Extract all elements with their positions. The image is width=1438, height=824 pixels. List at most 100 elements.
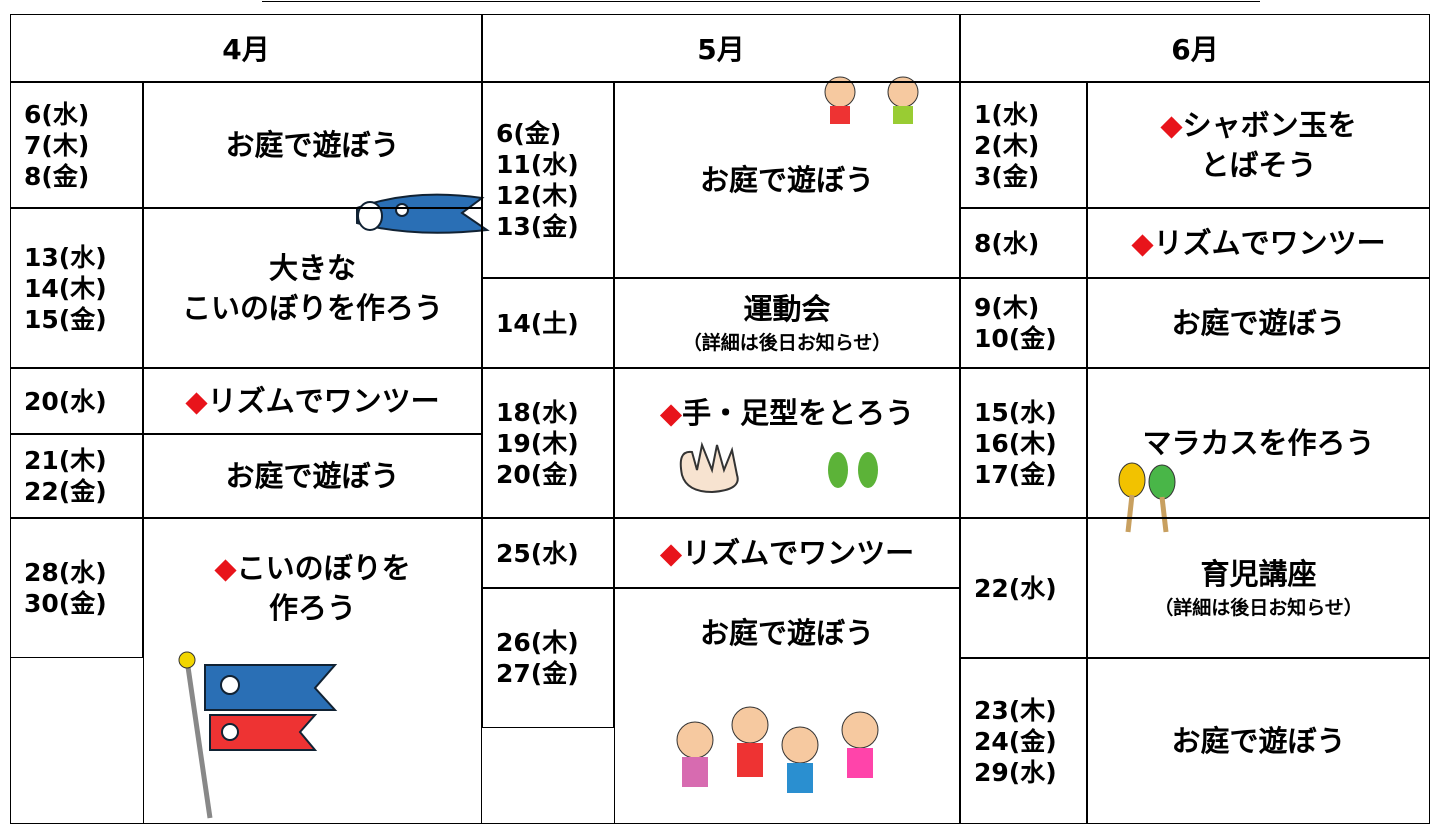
date-cell — [482, 588, 614, 728]
date-list: 8(水) — [960, 208, 1087, 278]
activity-line: ◆リズムでワンツー — [660, 533, 914, 573]
date-list: 14(土) — [482, 278, 614, 368]
activity-text: お庭で遊ぼう — [699, 163, 874, 197]
activity-text: 運動会 — [743, 292, 831, 326]
date-list: 1(水) 2(木) 3(金) — [960, 82, 1087, 208]
activity: ◆こいのぼりを 作ろう — [143, 518, 482, 658]
marker: ◆ — [1131, 226, 1154, 260]
activity: ◆リズムでワンツー — [143, 368, 482, 434]
date: 3(金) — [974, 161, 1040, 191]
activity-line: ◆シャボン玉を — [1160, 105, 1356, 145]
date: 18(水) — [496, 397, 579, 427]
children-running — [824, 76, 919, 124]
activity-text: お庭で遊ぼう — [699, 616, 874, 650]
activity-cell — [143, 82, 482, 208]
marker: ◆ — [214, 551, 237, 585]
date: 14(土) — [496, 308, 579, 338]
date-cell — [482, 368, 614, 518]
date-cell — [482, 278, 614, 368]
activity-note: （詳細は後日お知らせ） — [1154, 597, 1363, 619]
activity-text: シャボン玉を — [1182, 108, 1357, 142]
date: 14(木) — [24, 273, 107, 303]
activity-line: 育児講座 — [1200, 554, 1316, 594]
marker: ◆ — [185, 384, 208, 418]
activity-cell — [614, 368, 960, 518]
date: 2(木) — [974, 130, 1040, 160]
activity-cell — [1087, 518, 1430, 658]
date: 29(水) — [974, 757, 1057, 787]
month-name: 6月 — [1171, 33, 1219, 66]
activity-text: リズムでワンツー — [682, 536, 915, 570]
date: 7(木) — [24, 130, 90, 160]
activity-line: お庭で遊ぼう — [700, 160, 874, 200]
activity: ◆シャボン玉を とばそう — [1087, 82, 1430, 208]
date-cell — [10, 208, 143, 368]
date: 12(木) — [496, 181, 579, 210]
date-list: 6(水) 7(木) 8(金) — [10, 82, 143, 208]
maracas — [1118, 462, 1176, 533]
activity-text: お庭で遊ぼう — [1171, 724, 1346, 758]
activity-line: こいのぼりを作ろう — [182, 288, 443, 328]
month-header: 6月 — [960, 14, 1430, 82]
date: 1(水) — [974, 99, 1040, 129]
activity-note: （詳細は後日お知らせ） — [682, 332, 892, 354]
date: 8(水) — [974, 228, 1040, 258]
activity-text: こいのぼりを作ろう — [181, 291, 443, 325]
activity-cell — [143, 434, 482, 518]
activity-text: とばそう — [1200, 148, 1317, 182]
activity-text: お庭で遊ぼう — [225, 459, 400, 493]
date: 20(金) — [496, 459, 579, 489]
activity: ◆リズムでワンツー — [1087, 208, 1430, 278]
date: 30(金) — [24, 589, 107, 618]
activity-text: 手・足型をとろう — [682, 396, 915, 430]
date-cell — [10, 434, 143, 518]
activity-cell — [614, 278, 960, 368]
date: 20(水) — [24, 386, 107, 416]
date-cell — [482, 518, 614, 588]
activity-cell — [143, 208, 482, 368]
activity-line: お庭で遊ぼう — [700, 613, 874, 653]
activity-line: とばそう — [1200, 145, 1316, 185]
date: 8(金) — [24, 161, 90, 191]
activity-line: ◆リズムでワンツー — [1131, 223, 1385, 263]
date: 13(水) — [24, 242, 107, 272]
date: 10(金) — [974, 324, 1057, 353]
date-list: 6(金) 11(水) 12(木) 13(金) — [482, 82, 614, 278]
date: 26(木) — [496, 628, 579, 657]
activity-text: 大きな — [268, 251, 356, 285]
date: 11(水) — [496, 150, 579, 179]
activity: マラカスを作ろう — [1087, 368, 1430, 518]
date-list: 18(水) 19(木) 20(金) — [482, 368, 614, 518]
koinobori — [178, 651, 338, 819]
top-rule — [262, 1, 1260, 2]
activity: 運動会 （詳細は後日お知らせ） — [614, 278, 960, 368]
activity: お庭で遊ぼう — [614, 82, 960, 278]
date: 21(木) — [24, 446, 107, 475]
date: 23(木) — [974, 695, 1057, 725]
date: 24(金) — [974, 726, 1057, 756]
activity-line: マラカスを作ろう — [1142, 423, 1374, 463]
activity: お庭で遊ぼう — [143, 82, 482, 208]
marker: ◆ — [659, 396, 683, 430]
activity-text: リズムでワンツー — [1153, 226, 1386, 260]
activity-line: お庭で遊ぼう — [1171, 303, 1345, 343]
activity-cell — [614, 518, 960, 588]
date: 25(水) — [496, 538, 579, 568]
marker: ◆ — [659, 536, 683, 570]
activity-line: お庭で遊ぼう — [225, 125, 399, 165]
activity: ◆リズムでワンツー — [614, 518, 960, 588]
activity-line: お庭で遊ぼう — [1171, 721, 1345, 761]
activity-line: ◆手・足型をとろう — [660, 393, 914, 433]
date-cell — [10, 518, 143, 658]
date-cell — [10, 368, 143, 434]
activity-text: 作ろう — [268, 591, 356, 625]
date: 6(金) — [496, 119, 562, 148]
date-list: 20(水) — [10, 368, 143, 434]
activity: 育児講座 （詳細は後日お知らせ） — [1087, 518, 1430, 658]
activity-line: 作ろう — [269, 588, 356, 628]
date: 27(金) — [496, 659, 579, 688]
activity-cell — [1087, 278, 1430, 368]
marker: ◆ — [1160, 108, 1183, 142]
date: 13(金) — [496, 212, 579, 241]
